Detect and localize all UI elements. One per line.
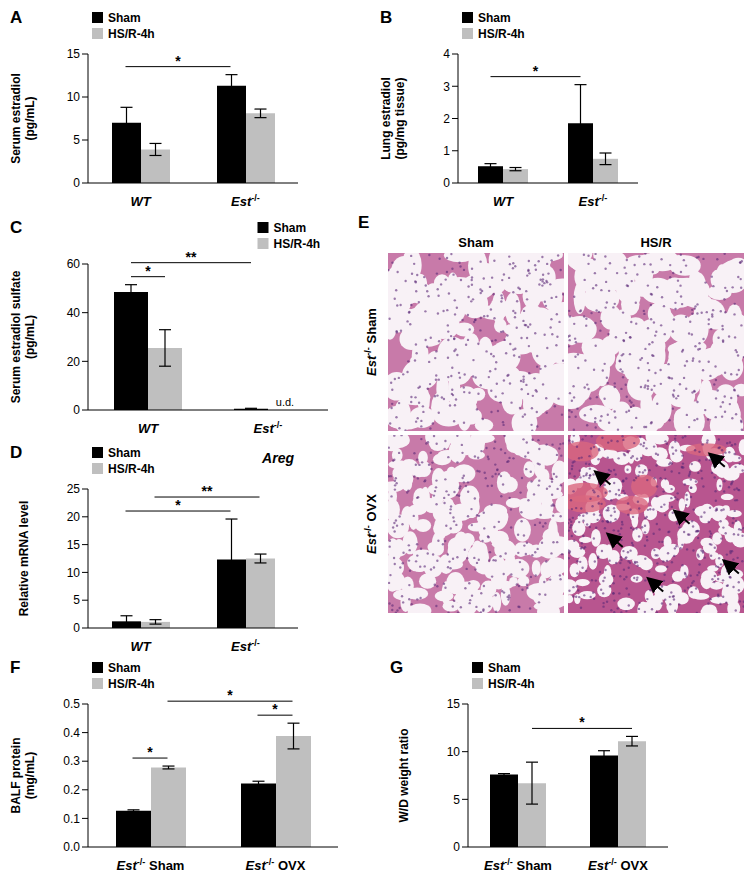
svg-text:**: ** — [202, 483, 213, 499]
svg-text:Est-/- Sham: Est-/- Sham — [363, 308, 379, 376]
svg-text:15: 15 — [447, 697, 461, 711]
svg-text:60: 60 — [67, 257, 81, 271]
svg-text:*: * — [579, 714, 585, 730]
html-text:D: D — [10, 443, 23, 462]
svg-text:3: 3 — [443, 80, 450, 94]
svg-text:0.5: 0.5 — [63, 697, 80, 711]
svg-text:*: * — [533, 63, 539, 79]
svg-text:HS/R-4h: HS/R-4h — [108, 462, 155, 476]
svg-text:HS/R-4h: HS/R-4h — [274, 237, 321, 251]
svg-text:WT: WT — [130, 639, 151, 654]
svg-text:4: 4 — [443, 47, 450, 61]
svg-text:40: 40 — [67, 306, 81, 320]
svg-text:0: 0 — [443, 176, 450, 190]
svg-text:5: 5 — [453, 793, 460, 807]
svg-text:0: 0 — [453, 840, 460, 854]
svg-text:Est-/-: Est-/- — [254, 420, 283, 436]
svg-text:Sham: Sham — [108, 446, 141, 460]
svg-text:HS/R-4h: HS/R-4h — [108, 677, 155, 691]
svg-text:*: * — [175, 53, 181, 69]
svg-text:Sham: Sham — [108, 11, 141, 25]
svg-text:BALF protein(mg/mL): BALF protein(mg/mL) — [9, 738, 37, 814]
svg-text:0.1: 0.1 — [63, 812, 80, 826]
svg-text:*: * — [272, 701, 278, 717]
svg-text:Sham: Sham — [488, 661, 521, 675]
svg-text:0.2: 0.2 — [63, 783, 80, 797]
svg-text:WT: WT — [130, 194, 151, 209]
svg-text:0: 0 — [73, 176, 80, 190]
svg-text:25: 25 — [67, 482, 81, 496]
svg-text:Est-/- OVX: Est-/- OVX — [246, 857, 306, 873]
svg-text:Sham: Sham — [458, 235, 493, 250]
svg-text:0.0: 0.0 — [63, 840, 80, 854]
svg-text:0: 0 — [73, 621, 80, 635]
svg-text:**: ** — [186, 249, 197, 265]
svg-text:WT: WT — [493, 194, 514, 209]
svg-text:HS/R-4h: HS/R-4h — [488, 677, 535, 691]
svg-text:u.d.: u.d. — [276, 396, 294, 408]
svg-text:HS/R: HS/R — [640, 235, 672, 250]
svg-text:Relative mRNA level: Relative mRNA level — [17, 501, 31, 617]
svg-text:Est-/- Sham: Est-/- Sham — [484, 857, 552, 873]
svg-text:Serum estradiol sulfate(pg/mL): Serum estradiol sulfate(pg/mL) — [9, 270, 37, 403]
svg-text:5: 5 — [73, 133, 80, 147]
html-text:B: B — [380, 8, 393, 27]
html-text:F: F — [10, 658, 21, 677]
svg-text:0.3: 0.3 — [63, 754, 80, 768]
svg-text:Sham: Sham — [108, 661, 141, 675]
svg-text:WT: WT — [138, 421, 159, 436]
html-text:E: E — [358, 213, 370, 232]
html-text:G: G — [390, 658, 404, 677]
svg-text:Est-/- OVX: Est-/- OVX — [363, 494, 379, 554]
svg-text:15: 15 — [67, 538, 81, 552]
svg-text:Est-/- Sham: Est-/- Sham — [117, 857, 185, 873]
svg-text:5: 5 — [73, 593, 80, 607]
svg-text:Est-/- OVX: Est-/- OVX — [588, 857, 648, 873]
svg-text:10: 10 — [67, 90, 81, 104]
svg-text:20: 20 — [67, 355, 81, 369]
svg-text:Est-/-: Est-/- — [231, 638, 260, 654]
svg-text:*: * — [145, 263, 151, 279]
svg-text:1: 1 — [443, 144, 450, 158]
svg-text:15: 15 — [67, 47, 81, 61]
svg-text:10: 10 — [67, 566, 81, 580]
svg-text:*: * — [147, 744, 153, 760]
svg-text:*: * — [175, 497, 181, 513]
svg-text:Lung estradiol(pg/mg tissue): Lung estradiol(pg/mg tissue) — [379, 77, 407, 160]
svg-text:HS/R-4h: HS/R-4h — [108, 27, 155, 41]
svg-text:Sham: Sham — [478, 11, 511, 25]
svg-text:W/D weight ratio: W/D weight ratio — [397, 729, 411, 823]
svg-text:20: 20 — [67, 510, 81, 524]
svg-text:Areg: Areg — [261, 450, 294, 466]
html-text:C: C — [10, 218, 23, 237]
svg-text:Est-/-: Est-/- — [231, 193, 260, 209]
svg-text:10: 10 — [447, 745, 461, 759]
svg-text:0: 0 — [73, 403, 80, 417]
svg-text:HS/R-4h: HS/R-4h — [478, 27, 525, 41]
svg-text:Est-/-: Est-/- — [579, 193, 608, 209]
svg-text:Serum estradiol(pg/mL): Serum estradiol(pg/mL) — [9, 73, 37, 164]
svg-text:2: 2 — [443, 112, 450, 126]
svg-text:*: * — [227, 687, 233, 703]
svg-text:Sham: Sham — [274, 221, 307, 235]
svg-text:0.4: 0.4 — [63, 726, 80, 740]
html-text:A: A — [10, 8, 23, 27]
